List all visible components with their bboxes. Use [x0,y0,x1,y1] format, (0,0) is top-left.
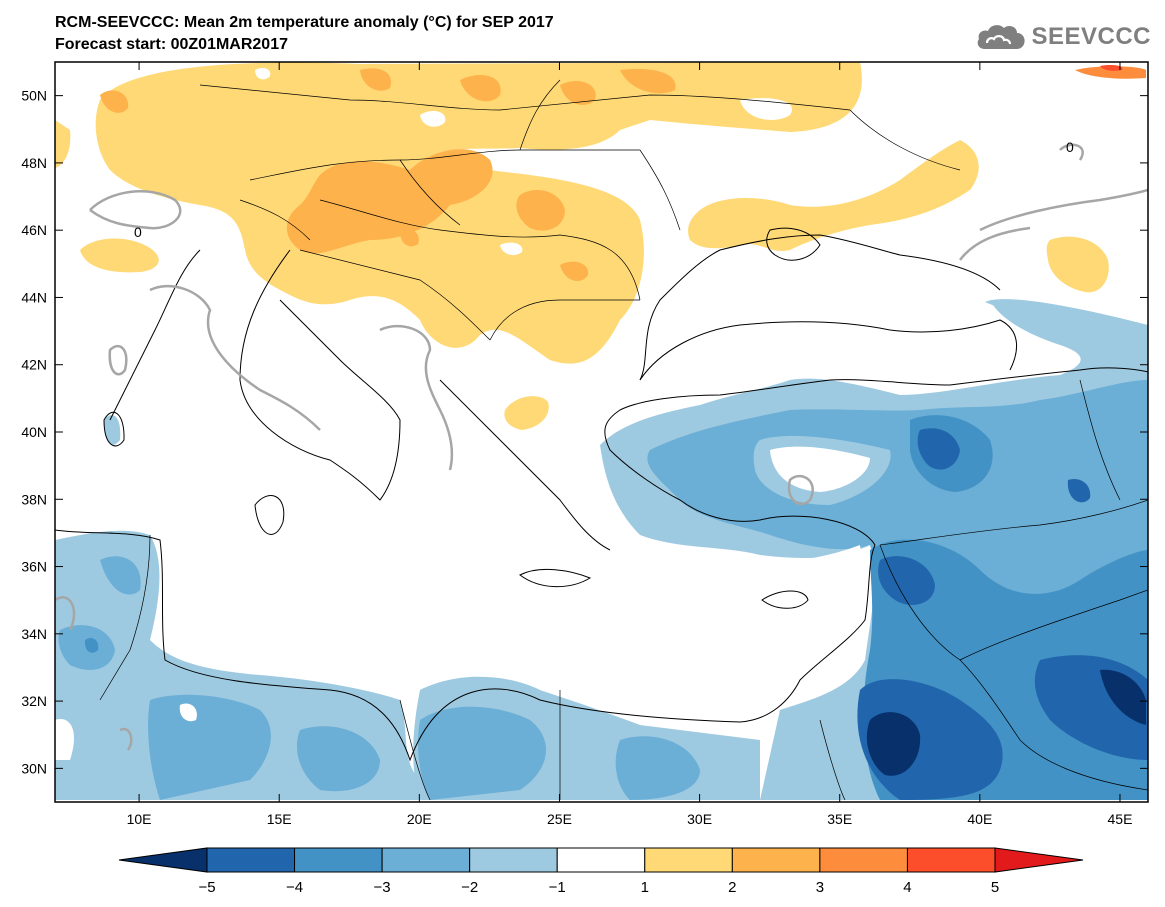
contour-label: 0 [134,224,142,240]
lon-tick-label: 35E [827,811,852,827]
lon-tick-label: 45E [1108,811,1133,827]
colorbar: −5 −4 −3 −2 −1 1 2 3 4 5 [118,847,1084,896]
colorbar-label: −2 [461,879,478,896]
lat-tick-label: 32N [21,693,47,709]
country-borders [99,79,1148,801]
latitude-axis: 30N 32N 34N 36N 38N 40N 42N 44N 46N 48N 50N [21,88,1148,776]
longitude-axis: 10E 15E 20E 25E 30E 35E 40E 45E [127,62,1133,827]
lat-tick-label: 40N [21,424,47,440]
lat-tick-label: 36N [21,559,47,575]
colorbar-segment [381,847,471,873]
warm-anomaly-field [55,62,1146,430]
map-title: RCM-SEEVCCC: Mean 2m temperature anomaly… [55,14,554,31]
lat-tick-label: 48N [21,155,47,171]
map-area: 0 0 [55,62,1148,802]
colorbar-segment [556,847,646,873]
colorbar-label: 2 [728,879,736,896]
contour-label: 0 [1066,139,1074,155]
colorbar-label: −4 [286,879,303,896]
lat-tick-label: 34N [21,626,47,642]
lat-tick-label: 50N [21,88,47,104]
lon-tick-label: 30E [687,811,712,827]
colorbar-segment [906,847,996,873]
colorbar-label: −1 [549,879,566,896]
colorbar-label: 5 [991,879,999,896]
seevccc-logo: SEEVCCC [975,20,1151,54]
colorbar-segment [294,847,383,873]
lon-tick-label: 10E [127,811,152,827]
lat-tick-label: 38N [21,491,47,507]
colorbar-label: 3 [816,879,824,896]
colorbar-arrow-high [994,847,1084,873]
forecast-start-label: Forecast start: 00Z01MAR2017 [55,36,288,53]
lon-tick-label: 40E [967,811,992,827]
lat-tick-label: 44N [21,289,47,305]
colorbar-segment [819,847,908,873]
cold-anomaly-field [55,299,1148,800]
lon-tick-label: 15E [267,811,292,827]
colorbar-label: −3 [374,879,391,896]
lon-tick-label: 20E [407,811,432,827]
zero-contours [55,143,1148,751]
lat-tick-label: 30N [21,760,47,776]
colorbar-label: 4 [903,879,911,896]
logo-text: SEEVCCC [1031,23,1151,50]
coastlines [55,227,1148,762]
colorbar-label: −5 [198,879,215,896]
lat-tick-label: 46N [21,222,47,238]
colorbar-segment [206,847,296,873]
lat-tick-label: 42N [21,357,47,373]
colorbar-label: 1 [641,879,649,896]
colorbar-arrow-low [118,847,208,873]
lon-tick-label: 25E [547,811,572,827]
colorbar-segment [731,847,821,873]
cloud-icon [978,25,1026,49]
colorbar-segment [469,847,558,873]
colorbar-segment [644,847,733,873]
